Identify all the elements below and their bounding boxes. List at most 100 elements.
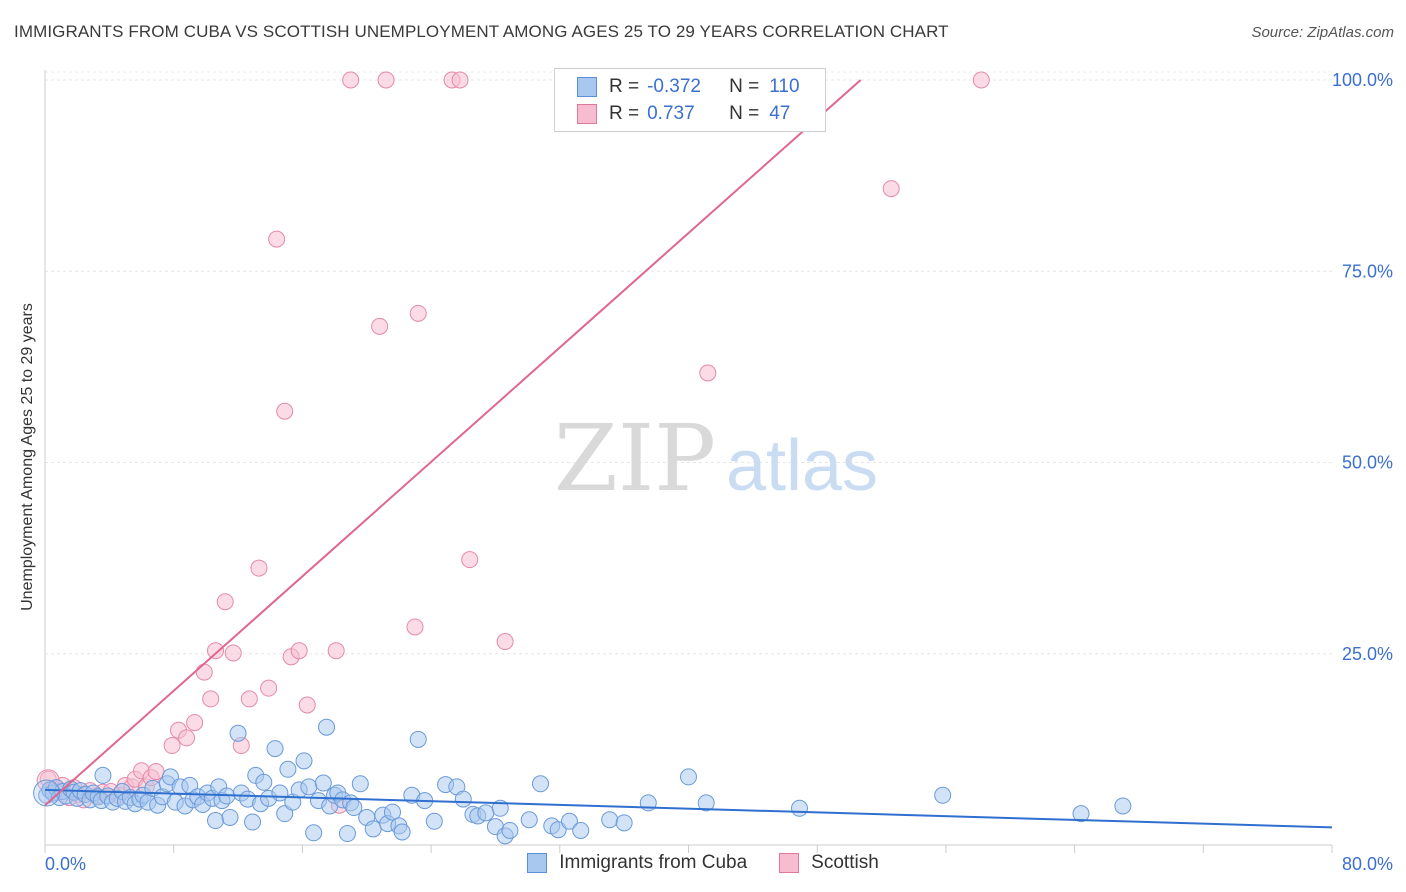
y-tick-label: 25.0% (1342, 644, 1393, 664)
legend-n-label: N = (729, 103, 760, 124)
legend-row-cuba: R = -0.372 N = 110 (577, 75, 800, 99)
data-point-cuba (94, 766, 112, 784)
data-point-cuba (229, 724, 247, 742)
series-legend-label: Immigrants from Cuba (559, 852, 748, 873)
series-swatch-cuba (527, 853, 548, 873)
data-point-cuba (601, 811, 619, 829)
data-point-cuba (615, 814, 633, 832)
series-legend-scottish[interactable]: Scottish (779, 852, 879, 874)
data-point-scottish (260, 679, 278, 697)
data-point-cuba (255, 773, 273, 791)
series-legend-cuba[interactable]: Immigrants from Cuba (527, 852, 747, 874)
y-tick-label: 100.0% (1332, 70, 1393, 90)
legend-r-value: -0.372 (647, 76, 701, 97)
watermark: ZIP atlas (554, 405, 878, 512)
data-point-scottish (409, 304, 427, 322)
data-point-scottish (276, 402, 294, 420)
tick-labels: 25.0% 50.0% 75.0% 100.0% 0.0% 80.0% (45, 70, 1393, 874)
data-point-scottish (202, 690, 220, 708)
data-point-scottish (461, 551, 479, 569)
data-point-cuba (266, 740, 284, 758)
data-point-scottish (451, 71, 469, 89)
data-point-scottish (882, 180, 900, 198)
trend-line-cuba (44, 788, 1333, 829)
trend-lines (44, 79, 1333, 829)
series-legend: Immigrants from Cuba Scottish (0, 852, 1406, 874)
data-point-cuba (383, 803, 401, 821)
data-point-cuba (33, 779, 61, 807)
source-label: Source: ZipAtlas.com (1251, 24, 1394, 41)
legend-r-value: 0.737 (647, 103, 695, 124)
data-point-cuba (572, 821, 590, 839)
data-point-cuba (1072, 805, 1090, 823)
x-tick-label: 80.0% (1342, 854, 1393, 874)
trend-line-scottish (44, 79, 862, 806)
data-point-scottish (406, 618, 424, 636)
data-point-cuba (338, 825, 356, 843)
data-point-scottish (496, 633, 514, 651)
watermark-zip: ZIP (554, 405, 716, 512)
y-axis-label: Unemployment Among Ages 25 to 29 years (19, 303, 36, 611)
data-point-cuba (409, 730, 427, 748)
y-tick-label: 50.0% (1342, 453, 1393, 473)
gridlines (45, 71, 1332, 655)
data-point-cuba (314, 774, 332, 792)
data-point-cuba (1114, 797, 1132, 815)
data-point-cuba (697, 794, 715, 812)
y-tick-label: 75.0% (1342, 261, 1393, 281)
legend-r-label: R = (609, 103, 640, 124)
data-point-cuba (520, 811, 538, 829)
x-tick-label: 0.0% (45, 854, 86, 874)
data-point-cuba (425, 812, 443, 830)
data-point-cuba (244, 813, 262, 831)
data-point-cuba (934, 786, 952, 804)
data-point-scottish (268, 230, 286, 248)
data-point-scottish (342, 71, 360, 89)
data-point-scottish (207, 642, 225, 660)
data-point-cuba (295, 752, 313, 770)
data-point-scottish (290, 642, 308, 660)
data-point-scottish (224, 644, 242, 662)
data-point-scottish (972, 71, 990, 89)
data-point-cuba (791, 799, 809, 817)
watermark-atlas: atlas (726, 426, 878, 506)
series-legend-label: Scottish (811, 852, 879, 873)
data-point-cuba (221, 808, 239, 826)
legend-n-value: 47 (769, 103, 791, 124)
chart-title: IMMIGRANTS FROM CUBA VS SCOTTISH UNEMPLO… (14, 22, 949, 41)
axes (44, 70, 1333, 853)
data-point-scottish (216, 593, 234, 611)
data-point-cuba (305, 824, 323, 842)
data-point-scottish (240, 690, 258, 708)
data-point-cuba (501, 821, 519, 839)
data-point-scottish (178, 729, 196, 747)
legend-swatch-scottish (577, 104, 597, 124)
data-point-cuba (364, 820, 382, 838)
data-point-cuba (279, 760, 297, 778)
data-point-cuba (300, 778, 318, 796)
data-point-scottish (377, 71, 395, 89)
cuba-points (33, 718, 1132, 845)
data-point-scottish (186, 714, 204, 732)
legend-swatch-cuba (577, 77, 597, 97)
data-point-cuba (393, 823, 411, 841)
legend-n-label: N = (729, 76, 760, 97)
data-point-cuba (207, 812, 225, 830)
series-swatch-scottish (779, 853, 800, 873)
data-point-cuba (680, 768, 697, 786)
data-point-scottish (250, 559, 268, 577)
data-point-scottish (327, 642, 345, 660)
correlation-legend: R = -0.372 N = 110 R = 0.737 N = 47 (554, 68, 826, 132)
data-point-scottish (699, 364, 717, 382)
data-point-scottish (163, 737, 181, 755)
data-point-scottish (195, 663, 213, 681)
data-point-cuba (454, 790, 472, 808)
data-point-cuba (531, 775, 549, 793)
data-point-scottish (147, 763, 165, 781)
data-point-cuba (477, 804, 495, 822)
data-point-cuba (351, 775, 369, 793)
legend-r-label: R = (609, 76, 640, 97)
legend-n-value: 110 (769, 76, 800, 97)
data-point-scottish (298, 696, 316, 714)
